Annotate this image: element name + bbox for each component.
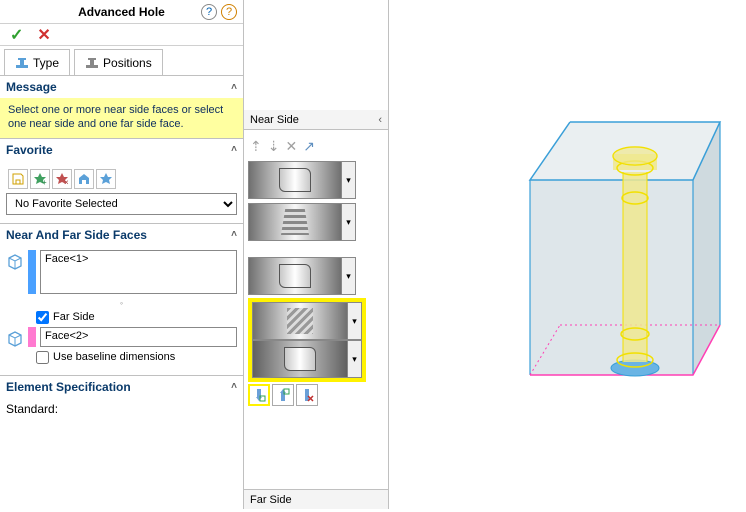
cancel-button[interactable]: ✕ [37, 25, 50, 45]
list-resize-handle[interactable]: ◦ [6, 298, 237, 308]
insert-above-button[interactable] [272, 384, 294, 406]
element-far-1[interactable]: ▾ [248, 257, 356, 295]
section-element-spec: Element Specification ˄ Standard: [0, 376, 243, 424]
help-context-icon[interactable]: ? [221, 4, 237, 20]
chevron-up-icon: ˄ [231, 144, 237, 155]
tab-type-label: Type [33, 56, 59, 70]
near-face-value: Face<1> [45, 253, 232, 265]
chevron-left-icon: ‹ [378, 114, 382, 126]
near-side-header[interactable]: Near Side ‹ [244, 110, 388, 130]
flag-thumb-icon [279, 264, 311, 288]
ok-button[interactable]: ✓ [10, 25, 23, 45]
tab-row: Type Positions [0, 46, 243, 76]
message-title: Message [6, 80, 57, 94]
favorite-toolbar: + × [6, 165, 237, 193]
flag-thumb-icon [279, 168, 311, 192]
screw-thumb-icon [281, 209, 309, 235]
move-down-icon[interactable]: ⇣ [268, 138, 280, 155]
insert-below-button[interactable] [248, 384, 270, 406]
far-side-checkbox-row[interactable]: Far Side [36, 311, 237, 324]
far-color-strip [28, 327, 36, 347]
far-face-cube-icon [6, 329, 24, 347]
flag-thumb-icon [284, 347, 316, 371]
faces-header[interactable]: Near And Far Side Faces ˄ [0, 224, 243, 246]
near-side-label: Near Side [250, 114, 299, 126]
dropdown-arrow-icon[interactable]: ▾ [347, 303, 361, 339]
element-near-1[interactable]: ▾ [248, 161, 356, 199]
dropdown-arrow-icon[interactable]: ▾ [341, 204, 355, 240]
model-scene [389, 0, 746, 509]
element-spec-title: Element Specification [6, 380, 131, 394]
far-face-list[interactable]: Face<2> [40, 327, 237, 347]
near-face-cube-icon [6, 252, 24, 270]
fav-remove-icon[interactable]: × [52, 169, 72, 189]
chevron-up-icon: ˄ [231, 229, 237, 240]
tab-type[interactable]: Type [4, 49, 70, 75]
fav-add-icon[interactable]: + [30, 169, 50, 189]
message-header[interactable]: Message ˄ [0, 76, 243, 98]
move-up-icon[interactable]: ⇡ [250, 138, 262, 155]
edit-element-icon[interactable]: ↗ [303, 138, 315, 155]
element-near-2[interactable]: ▾ [248, 203, 356, 241]
fav-save-icon[interactable] [74, 169, 94, 189]
baseline-label: Use baseline dimensions [53, 351, 175, 363]
tab-positions-label: Positions [103, 56, 152, 70]
far-side-label: Far Side [53, 311, 95, 323]
dropdown-arrow-icon[interactable]: ▾ [347, 341, 361, 377]
dropdown-arrow-icon[interactable]: ▾ [341, 162, 355, 198]
panel-titlebar: Advanced Hole ? ? [0, 0, 243, 24]
property-panel: Advanced Hole ? ? ✓ ✕ Type Positions [0, 0, 244, 509]
svg-text:×: × [64, 178, 69, 186]
standard-label: Standard: [6, 402, 58, 416]
element-far-3-selected[interactable]: ▾ [252, 340, 362, 378]
element-flyout: Near Side ‹ ⇡ ⇣ ✕ ↗ ▾ ▾ ▾ [244, 0, 389, 509]
tapped-thumb-icon [287, 308, 313, 334]
favorite-select[interactable]: No Favorite Selected [6, 193, 237, 215]
baseline-checkbox[interactable] [36, 351, 49, 364]
fav-load-icon[interactable] [96, 169, 116, 189]
positions-tab-icon [85, 56, 99, 70]
far-side-checkbox[interactable] [36, 311, 49, 324]
favorite-header[interactable]: Favorite ˄ [0, 139, 243, 161]
highlighted-elements: ▾ ▾ [248, 298, 366, 382]
svg-text:+: + [42, 178, 47, 186]
far-side-footer-label: Far Side [250, 494, 292, 506]
favorite-title: Favorite [6, 143, 53, 157]
dropdown-arrow-icon[interactable]: ▾ [341, 258, 355, 294]
far-side-footer[interactable]: Far Side [244, 489, 388, 509]
element-spec-header[interactable]: Element Specification ˄ [0, 376, 243, 398]
section-favorite: Favorite ˄ + × No Favorite Selected [0, 139, 243, 224]
message-body: Select one or more near side faces or se… [0, 98, 243, 138]
far-face-value: Face<2> [45, 330, 88, 342]
faces-title: Near And Far Side Faces [6, 228, 147, 242]
near-face-list[interactable]: Face<1> [40, 250, 237, 294]
baseline-checkbox-row[interactable]: Use baseline dimensions [36, 351, 237, 364]
chevron-up-icon: ˄ [231, 82, 237, 93]
add-delete-row [248, 382, 384, 410]
element-action-icons: ⇡ ⇣ ✕ ↗ [248, 134, 384, 159]
delete-element-icon[interactable]: ✕ [285, 138, 297, 155]
fav-apply-icon[interactable] [8, 169, 28, 189]
near-color-strip [28, 250, 36, 294]
panel-title: Advanced Hole [78, 5, 165, 19]
element-far-2[interactable]: ▾ [252, 302, 362, 340]
section-message: Message ˄ Select one or more near side f… [0, 76, 243, 139]
help-icon[interactable]: ? [201, 4, 217, 20]
tab-positions[interactable]: Positions [74, 49, 163, 75]
type-tab-icon [15, 56, 29, 70]
confirm-row: ✓ ✕ [0, 24, 243, 46]
delete-button[interactable] [296, 384, 318, 406]
graphics-viewport[interactable] [389, 0, 746, 509]
section-faces: Near And Far Side Faces ˄ Face<1> ◦ Far … [0, 224, 243, 376]
chevron-up-icon: ˄ [231, 381, 237, 392]
